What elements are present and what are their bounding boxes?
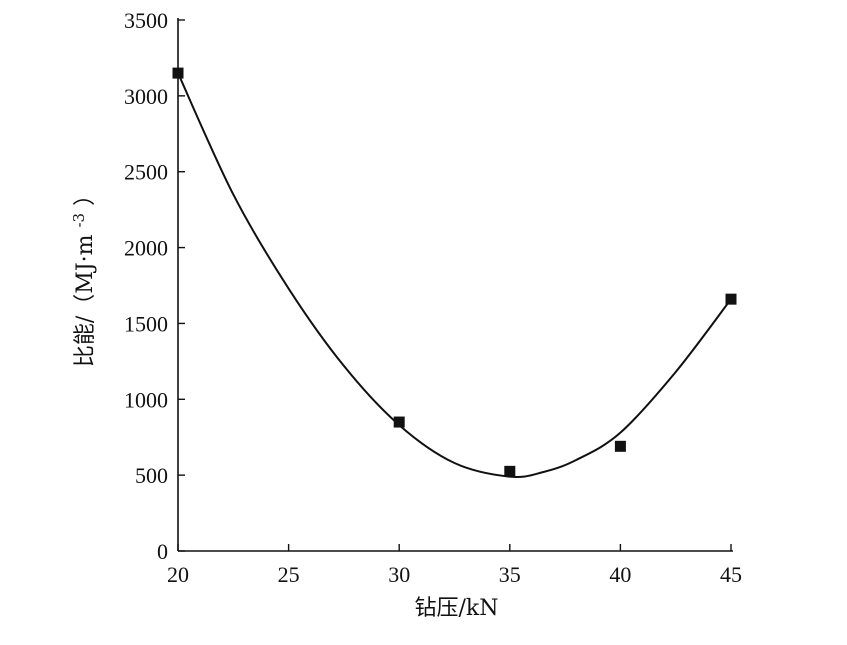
y-tick-label: 3500 [124, 8, 168, 33]
x-tick-label: 20 [167, 562, 189, 587]
y-tick-label: 500 [135, 463, 168, 488]
y-axis-title: 比能/（MJ·m -3 ） [65, 184, 98, 367]
y-tick-label: 2500 [124, 160, 168, 185]
y-ticks: 0 500 1000 1500 2000 2500 3000 3500 [124, 8, 185, 564]
data-point-marker [504, 465, 516, 477]
x-tick-label: 35 [499, 562, 521, 587]
fit-curve [177, 72, 732, 479]
data-point-marker [172, 67, 184, 79]
plot-area [172, 67, 737, 479]
x-axis-title-text: 钻压/kN [415, 596, 499, 621]
y-axis-title-close: ） [73, 184, 98, 206]
x-axis-title: 钻压/kN [415, 596, 499, 621]
x-tick-label: 40 [609, 562, 631, 587]
y-axis-title-main: 比能/（MJ·m [73, 234, 98, 367]
y-tick-label: 1000 [124, 387, 168, 412]
data-point-marker [725, 293, 737, 305]
x-tick-label: 25 [278, 562, 300, 587]
x-tick-label: 30 [388, 562, 410, 587]
data-point-marker [393, 416, 405, 428]
x-tick-label: 45 [720, 562, 742, 587]
y-tick-label: 2000 [124, 236, 168, 261]
axes [177, 18, 733, 552]
y-tick-label: 3000 [124, 84, 168, 109]
y-tick-label: 1500 [124, 311, 168, 336]
data-point-marker [614, 440, 626, 452]
y-tick-label: 0 [157, 539, 168, 564]
x-ticks: 20 25 30 35 40 45 [167, 544, 742, 587]
y-axis-title-superscript: -3 [70, 213, 88, 228]
